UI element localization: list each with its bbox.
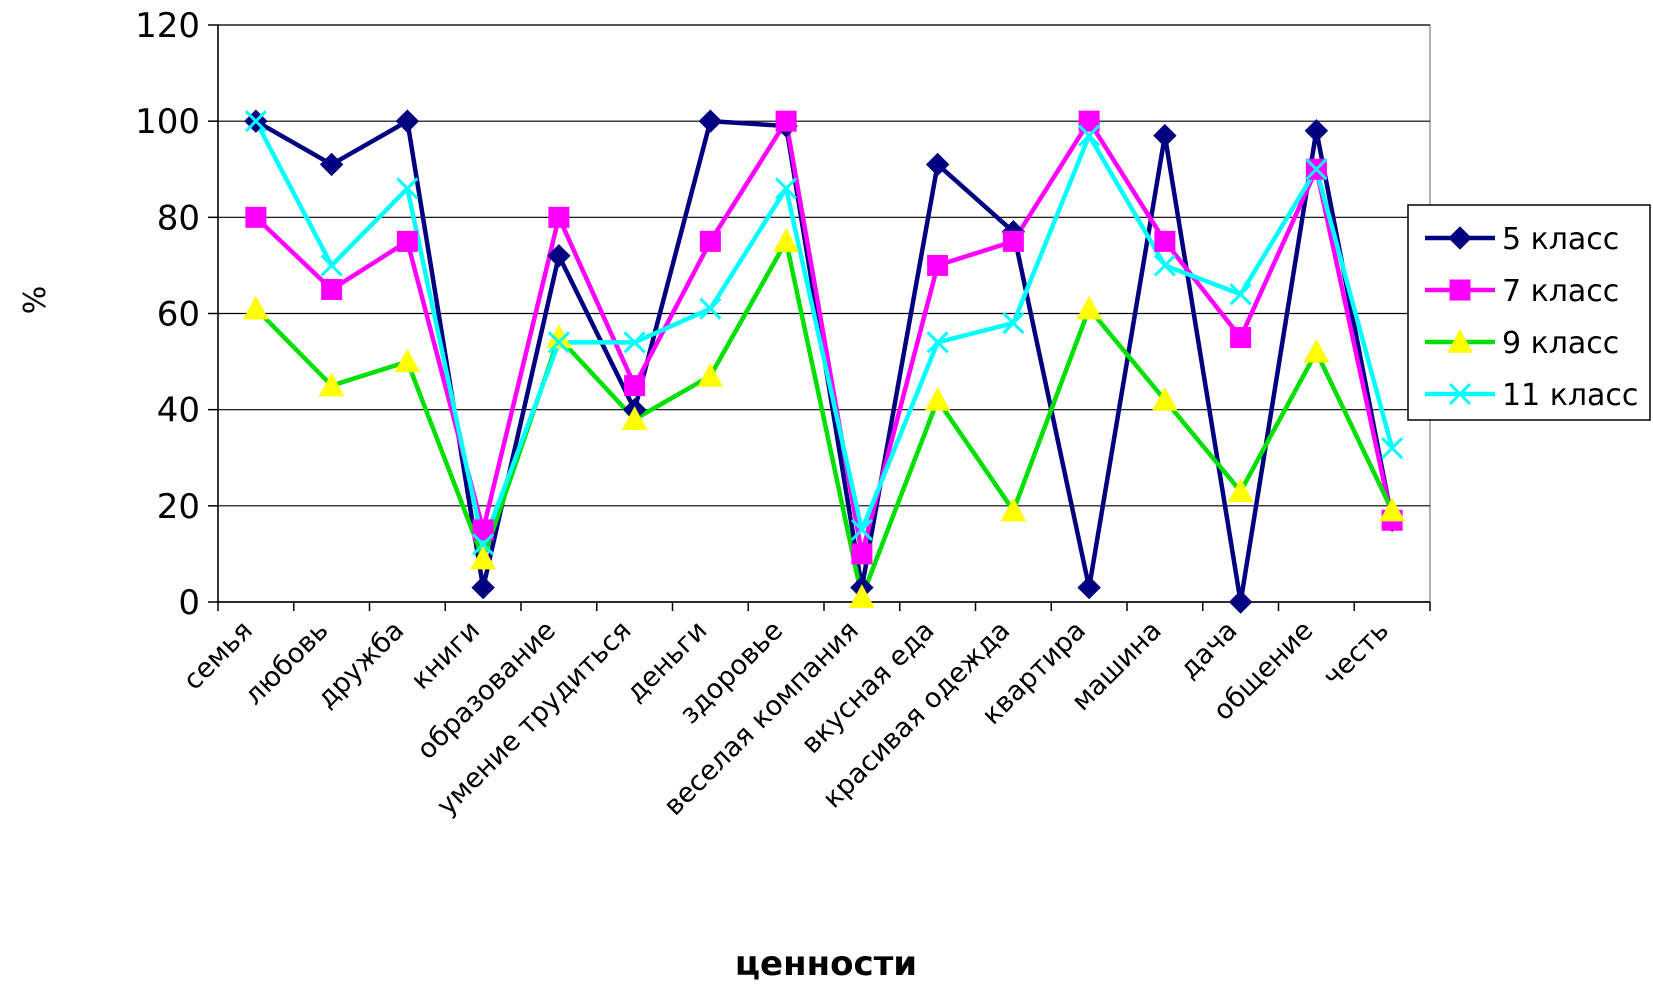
data-point (318, 372, 345, 397)
legend-item: 11 класс (1425, 378, 1638, 413)
x-tick-label: вкусная еда (796, 615, 941, 760)
data-point (472, 519, 494, 541)
data-point (697, 362, 724, 387)
data-point (698, 109, 723, 133)
data-point (925, 152, 950, 177)
data-point (1153, 123, 1177, 148)
x-axis-title: ценности (735, 944, 917, 984)
data-point (623, 331, 646, 354)
data-point (1229, 283, 1252, 306)
data-point (850, 518, 873, 541)
data-point (470, 545, 496, 570)
data-point (1078, 124, 1101, 147)
y-tick-label: 20 (157, 487, 200, 527)
data-point (548, 206, 570, 228)
legend-label: 11 класс (1502, 378, 1638, 413)
data-point (1227, 478, 1254, 503)
legend-label: 7 класс (1502, 274, 1619, 309)
legend-label: 9 класс (1502, 326, 1619, 361)
series-line-2 (254, 118, 1395, 557)
data-point (396, 230, 418, 252)
data-point (621, 406, 648, 430)
data-point (624, 375, 646, 397)
legend-item: 7 класс (1425, 274, 1619, 309)
legend-label: 5 класс (1502, 222, 1619, 257)
data-point (320, 254, 343, 277)
y-tick-label: 60 (157, 295, 200, 335)
data-point (1305, 158, 1328, 181)
legend-item: 9 класс (1425, 326, 1619, 361)
y-axis-title: % (18, 286, 53, 315)
data-point (547, 244, 571, 268)
data-point (699, 230, 721, 252)
legend-item: 5 класс (1425, 222, 1619, 257)
data-point (849, 584, 875, 608)
legend-marker (1448, 226, 1472, 250)
legend-marker (1449, 279, 1471, 301)
data-point (1000, 497, 1027, 522)
data-point (244, 110, 267, 133)
data-point (775, 110, 797, 132)
legend-box (1407, 204, 1651, 421)
data-point (775, 177, 798, 200)
data-point (243, 295, 269, 320)
data-point (547, 331, 570, 354)
axis-labels: 020406080100120семьялюбовьдружбакнигиобр… (135, 6, 1395, 822)
data-point (924, 386, 951, 411)
data-point (319, 152, 344, 177)
series-line-3 (254, 239, 1395, 600)
data-point (1077, 575, 1101, 600)
y-tick-label: 80 (157, 198, 200, 238)
y-tick-label: 0 (178, 583, 200, 623)
data-point (851, 543, 873, 565)
series-lines (253, 118, 1395, 605)
x-tick-label: дача (1174, 615, 1244, 685)
data-point (1152, 386, 1178, 411)
data-point (396, 177, 419, 200)
data-point (1230, 327, 1252, 349)
data-point (1002, 230, 1024, 252)
data-point (927, 254, 949, 276)
data-point (1078, 110, 1100, 132)
legend: 5 класс 7 класс 9 класс 11 класс (1407, 204, 1651, 421)
legend-marker (1447, 328, 1473, 353)
axes (208, 24, 1431, 611)
data-point (321, 278, 343, 300)
data-point (472, 533, 495, 556)
data-point (1154, 230, 1176, 252)
y-tick-label: 120 (135, 6, 200, 46)
data-point (471, 575, 495, 600)
gridlines (217, 24, 1431, 603)
legend-marker (1448, 382, 1472, 406)
y-tick-label: 100 (135, 102, 200, 142)
series-line-4 (253, 120, 1395, 547)
data-point (1379, 497, 1405, 522)
data-point (1002, 312, 1025, 335)
data-point (1304, 119, 1329, 143)
data-point (699, 297, 722, 320)
x-tick-label: честь (1317, 615, 1395, 693)
data-point (1228, 590, 1253, 614)
series-markers (243, 109, 1405, 614)
data-point (245, 206, 267, 228)
data-point (773, 228, 799, 253)
y-tick-label: 40 (157, 391, 200, 431)
data-point (1303, 338, 1330, 363)
data-point (394, 348, 421, 373)
data-point (395, 109, 420, 133)
data-point (926, 331, 949, 354)
data-point (1076, 295, 1102, 320)
data-point (1381, 437, 1404, 460)
data-point (1153, 254, 1176, 277)
